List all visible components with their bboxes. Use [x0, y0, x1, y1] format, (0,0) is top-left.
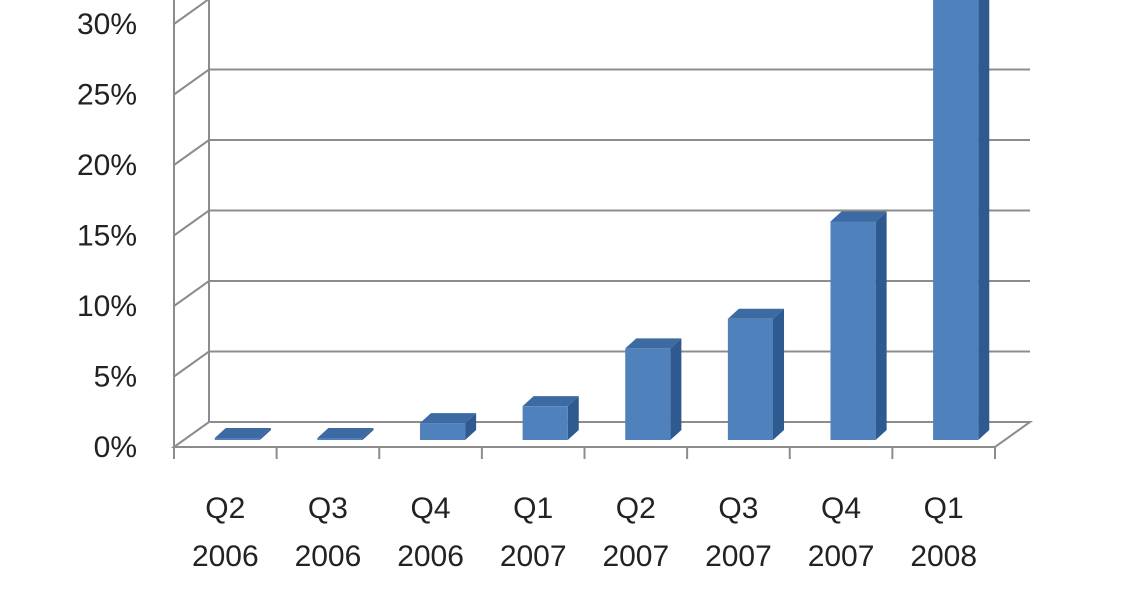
bar — [933, 0, 990, 440]
bar-side — [978, 0, 990, 440]
bar-side — [567, 396, 579, 440]
x-tick-label-quarter: Q3 — [308, 492, 348, 525]
bar — [419, 413, 477, 440]
bar-top — [317, 428, 374, 438]
bar — [214, 428, 271, 440]
x-tick-label-year: 2008 — [910, 540, 977, 573]
y-tick-label: 20% — [77, 149, 137, 182]
bar-front — [727, 318, 774, 440]
bar-front — [214, 438, 260, 440]
gridlines — [170, 0, 1034, 448]
x-tick-label-quarter: Q1 — [924, 492, 964, 525]
axes — [173, 0, 996, 459]
x-tick-label-year: 2006 — [397, 540, 464, 573]
y-tick-label: 25% — [77, 79, 137, 112]
bar-front — [317, 438, 363, 440]
bar-top — [625, 338, 682, 349]
x-tick-label-year: 2007 — [705, 540, 772, 573]
bar-side — [875, 211, 887, 440]
bar-front — [625, 348, 671, 440]
bar-side — [670, 338, 682, 440]
x-tick-label-year: 2006 — [295, 540, 362, 573]
bar-top — [727, 308, 785, 319]
y-tick-label: 15% — [77, 220, 137, 253]
bar-side — [773, 308, 785, 440]
y-axis-tick-labels: 0% 5% 10% 15% 20% 25% 30% — [77, 8, 137, 464]
bar-top — [419, 413, 477, 424]
x-tick-label-year: 2006 — [192, 540, 259, 573]
gridline — [173, 280, 1030, 307]
y-tick-label: 30% — [77, 8, 137, 41]
bar-front — [830, 221, 876, 440]
bar — [727, 308, 785, 440]
bar-top — [522, 396, 579, 407]
x-tick-label-quarter: Q4 — [411, 492, 451, 525]
y-tick-label: 10% — [77, 290, 137, 323]
bar-side — [259, 428, 271, 440]
x-tick-label-year: 2007 — [602, 540, 669, 573]
x-tick-label-quarter: Q4 — [821, 492, 861, 525]
x-tick-label-quarter: Q1 — [513, 492, 553, 525]
bar — [317, 428, 374, 440]
x-tick-label-year: 2007 — [808, 540, 875, 573]
bar-front — [933, 0, 979, 440]
y-tick-label: 0% — [94, 431, 137, 464]
bar — [830, 211, 887, 440]
gridline — [173, 209, 1030, 237]
x-tick-label-quarter: Q3 — [718, 492, 758, 525]
bars — [214, 0, 990, 440]
bar-front — [522, 406, 568, 440]
bar — [625, 338, 682, 440]
x-tick-label-year: 2007 — [500, 540, 567, 573]
floor-outline — [170, 421, 1034, 448]
bar-top — [214, 428, 271, 438]
x-tick-label-quarter: Q2 — [616, 492, 656, 525]
gridline — [173, 350, 1030, 378]
bar-side — [465, 413, 477, 440]
bar-side — [362, 428, 374, 440]
gridline — [173, 0, 1030, 25]
x-axis-category-labels: Q2 2006 Q3 2006 Q4 2006 Q1 2007 Q2 2007 Q3 2007 Q4 20… — [192, 492, 977, 573]
bar-top — [830, 211, 887, 222]
bar — [522, 396, 579, 440]
bar-front — [419, 423, 466, 440]
gridline — [173, 139, 1030, 166]
x-tick-label-quarter: Q2 — [205, 492, 245, 525]
y-tick-label: 5% — [94, 361, 137, 394]
gridline — [173, 68, 1030, 96]
